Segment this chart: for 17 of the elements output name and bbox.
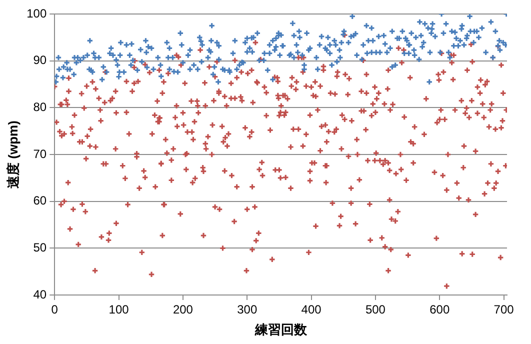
y-tick-label: 90 [33,53,47,68]
y-tick-label: 60 [33,194,47,208]
x-tick-label: 100 [108,302,130,317]
y-tick-label: 40 [33,287,47,302]
x-tick-label: 300 [237,302,258,317]
y-tick-label: 80 [33,100,47,114]
y-tick-label: 100 [26,6,47,20]
y-tick-label: 70 [33,146,47,161]
x-tick-label: 200 [172,302,194,317]
x-tick-label: 0 [51,302,58,317]
y-tick-label: 50 [33,240,47,254]
x-tick-label: 700 [494,302,514,317]
x-tick-label: 500 [365,302,386,317]
x-tick-label: 400 [301,302,322,317]
x-tick-label: 600 [430,302,450,317]
y-axis-title: 速度 (wpm) [5,120,20,188]
x-axis-title: 練習回数 [254,322,308,337]
